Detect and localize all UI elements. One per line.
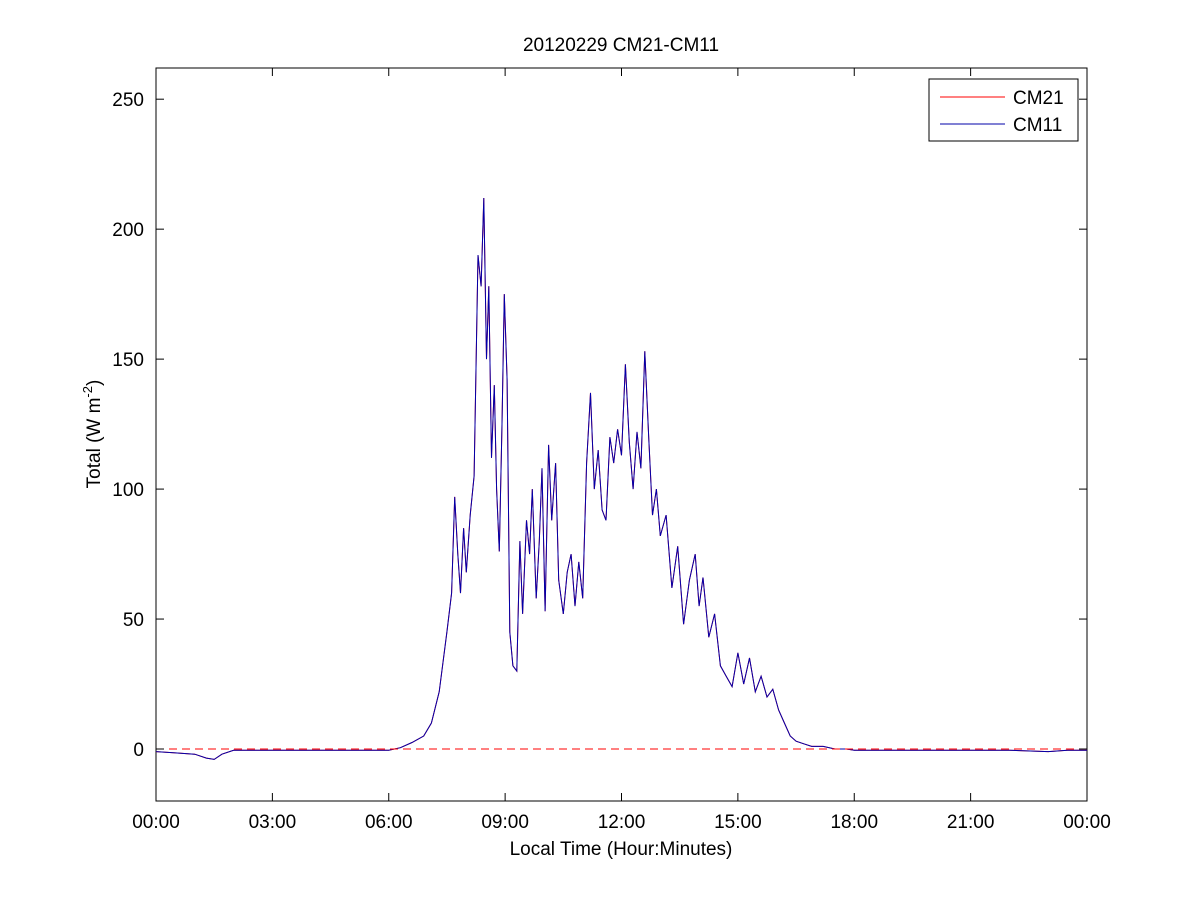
series-group xyxy=(155,197,1087,760)
chart-title: 20120229 CM21-CM11 xyxy=(523,35,719,56)
series-line-cm11 xyxy=(155,197,1087,760)
x-tick-label: 15:00 xyxy=(714,812,762,833)
axes-box xyxy=(155,67,1088,802)
plot-area: 00:00 03:00 06:00 09:00 12:00 15:00 18:00 21:00… xyxy=(112,67,1111,833)
legend-label-cm21: CM21 xyxy=(1013,88,1064,109)
y-tick-label: 250 xyxy=(112,90,144,111)
x-tick-label: 03:00 xyxy=(249,812,297,833)
x-tick-label: 09:00 xyxy=(481,812,529,833)
y-axis-label: Total (W m-2) xyxy=(80,380,105,489)
x-tick-label: 12:00 xyxy=(598,812,646,833)
x-tick-label: 00:00 xyxy=(1063,812,1111,833)
y-axis-label-superscript: -2 xyxy=(80,386,95,398)
legend-box xyxy=(928,78,1079,142)
y-tick-label: 150 xyxy=(112,350,144,371)
legend-label-cm11: CM11 xyxy=(1013,115,1062,136)
x-axis-label: Local Time (Hour:Minutes) xyxy=(510,839,733,860)
x-tick-label: 21:00 xyxy=(947,812,995,833)
y-tick-label: 50 xyxy=(123,610,144,631)
y-tick-label: 0 xyxy=(133,740,144,761)
ticks-group: 00:00 03:00 06:00 09:00 12:00 15:00 18:00 21:00… xyxy=(112,68,1111,833)
legend: CM21 CM11 xyxy=(928,78,1079,142)
x-tick-label: 06:00 xyxy=(365,812,413,833)
y-axis-label-main: Total (W m xyxy=(84,398,105,489)
x-tick-label: 18:00 xyxy=(830,812,878,833)
y-axis-label-close: ) xyxy=(84,380,105,386)
y-tick-label: 100 xyxy=(112,480,144,501)
y-tick-label: 200 xyxy=(112,220,144,241)
x-tick-label: 00:00 xyxy=(132,812,180,833)
